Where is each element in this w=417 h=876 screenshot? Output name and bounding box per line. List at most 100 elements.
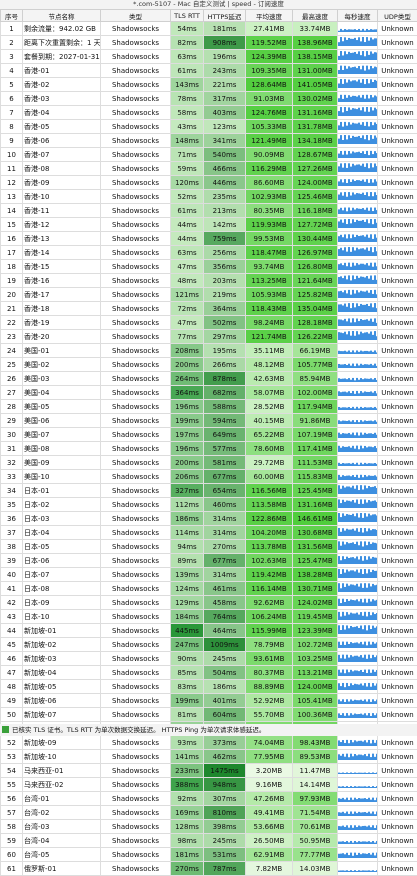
node-type: Shadowsocks: [101, 736, 171, 750]
sparkline-bar: [360, 391, 362, 396]
avg-speed: 109.35MB: [246, 64, 293, 78]
sparkline-bar: [354, 786, 356, 788]
sparkline-bar: [344, 332, 346, 340]
sparkline-bar: [362, 518, 364, 522]
tls-rtt: 71ms: [171, 148, 204, 162]
sparkline-bar: [356, 570, 358, 578]
speed-sparkline-cell: [338, 792, 378, 806]
sparkline-bar: [372, 772, 374, 774]
sparkline-bar: [350, 53, 352, 60]
node-type: Shadowsocks: [101, 442, 171, 456]
sparkline-bar: [344, 364, 346, 368]
tls-rtt: 200ms: [171, 358, 204, 372]
sparkline-bar: [338, 871, 340, 872]
sparkline-bar: [372, 294, 374, 298]
https-latency: 460ms: [204, 498, 246, 512]
sparkline-bar: [374, 80, 376, 88]
sparkline-bar: [366, 163, 368, 172]
sparkline-bar: [366, 799, 368, 802]
https-latency: 243ms: [204, 64, 246, 78]
tls-rtt: 169ms: [171, 806, 204, 820]
sparkline-bar: [360, 69, 362, 74]
sparkline-bar: [358, 123, 360, 130]
sparkline-bar: [348, 871, 350, 872]
sparkline-bar: [368, 475, 370, 480]
sparkline-bar: [352, 871, 354, 872]
avg-speed: 49.41MB: [246, 806, 293, 820]
sparkline-bar: [364, 854, 366, 858]
sparkline-bar: [340, 517, 342, 522]
sparkline-bar: [350, 530, 352, 536]
sparkline-bar: [362, 602, 364, 606]
sparkline-bar: [342, 55, 344, 60]
sparkline-bar: [344, 192, 346, 200]
sparkline-bar: [344, 673, 346, 676]
sparkline-bar: [346, 183, 348, 186]
sparkline-bar: [344, 716, 346, 718]
max-speed: 128.67MB: [293, 148, 338, 162]
sparkline-bar: [368, 196, 370, 200]
sparkline-bar: [366, 545, 368, 550]
sparkline-bar: [360, 700, 362, 704]
sparkline-bar: [366, 248, 368, 256]
sparkline-bar: [356, 68, 358, 74]
sparkline-bar: [370, 234, 372, 242]
sparkline-bar: [360, 773, 362, 774]
sparkline-bar: [350, 196, 352, 200]
max-speed: 71.54MB: [293, 806, 338, 820]
sparkline-bar: [352, 318, 354, 326]
sparkline-bar: [362, 408, 364, 410]
sparkline-bar: [362, 644, 364, 648]
sparkline-bar: [366, 319, 368, 326]
sparkline-bar: [360, 319, 362, 326]
sparkline-bar: [342, 182, 344, 186]
avg-speed: 40.15MB: [246, 414, 293, 428]
sparkline-bar: [340, 532, 342, 536]
sparkline-bar: [346, 798, 348, 802]
sparkline-bar: [370, 219, 372, 228]
sparkline-bar: [356, 787, 358, 788]
window-title: *.com-5107 - Mac 自定义测试 | speed - 订阅速度: [0, 0, 417, 9]
tls-rtt: 44ms: [171, 232, 204, 246]
max-speed: 77.77MB: [293, 848, 338, 862]
tls-rtt: 208ms: [171, 344, 204, 358]
sparkline-bar: [344, 378, 346, 382]
sparkline-bar: [340, 276, 342, 284]
sparkline-bar: [354, 714, 356, 718]
avg-speed: 78.60MB: [246, 442, 293, 456]
sparkline-bar: [372, 870, 374, 872]
sparkline-bar: [370, 179, 372, 186]
sparkline-bar: [342, 642, 344, 648]
sparkline-bar: [344, 107, 346, 116]
sparkline-bar: [368, 365, 370, 368]
sparkline-bar: [340, 546, 342, 550]
tls-rtt: 199ms: [171, 694, 204, 708]
sparkline-bar: [346, 392, 348, 396]
sparkline-bar: [340, 742, 342, 746]
sparkline-bar: [338, 826, 340, 830]
https-latency: 649ms: [204, 428, 246, 442]
sparkline-bar: [362, 193, 364, 200]
speed-sparkline: [338, 232, 378, 242]
speed-sparkline-cell: [338, 610, 378, 624]
https-latency: 266ms: [204, 358, 246, 372]
sparkline-bar: [340, 799, 342, 802]
sparkline-bar: [356, 741, 358, 746]
avg-speed: 7.82MB: [246, 862, 293, 876]
column-header: 每秒速度: [338, 10, 378, 22]
sparkline-bar: [356, 208, 358, 214]
speed-sparkline: [338, 540, 378, 550]
sparkline-bar: [366, 827, 368, 830]
sparkline-bar: [362, 870, 364, 872]
sparkline-bar: [358, 755, 360, 760]
sparkline-bar: [362, 435, 364, 438]
https-latency: 531ms: [204, 848, 246, 862]
sparkline-bar: [348, 350, 350, 354]
https-latency: 123ms: [204, 120, 246, 134]
sparkline-bar: [374, 52, 376, 60]
node-type: Shadowsocks: [101, 288, 171, 302]
sparkline-bar: [364, 420, 366, 424]
